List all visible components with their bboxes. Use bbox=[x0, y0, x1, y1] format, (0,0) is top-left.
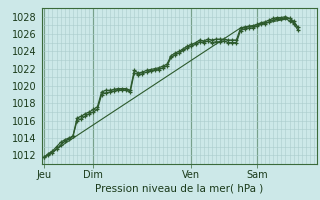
X-axis label: Pression niveau de la mer( hPa ): Pression niveau de la mer( hPa ) bbox=[95, 184, 263, 194]
